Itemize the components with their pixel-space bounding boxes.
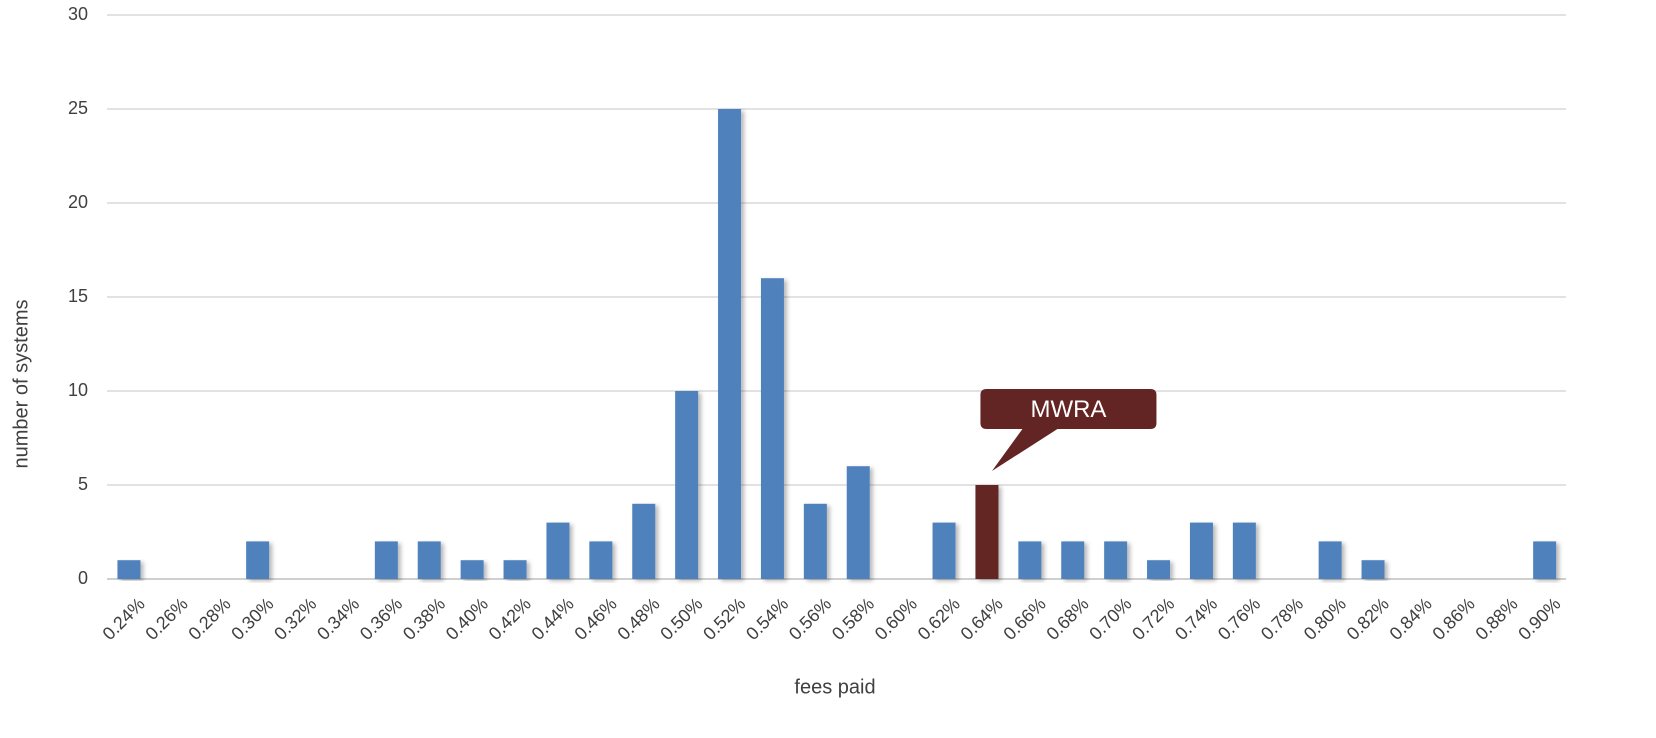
bar xyxy=(1189,522,1213,579)
bar xyxy=(846,466,870,579)
x-tick-label: 0.50% xyxy=(656,594,706,644)
x-tick-label: 0.80% xyxy=(1300,594,1350,644)
x-tick-label: 0.60% xyxy=(871,594,921,644)
x-axis-ticks: 0.24%0.26%0.28%0.30%0.32%0.34%0.36%0.38%… xyxy=(99,594,1565,644)
bar xyxy=(246,541,270,579)
x-tick-label: 0.28% xyxy=(184,594,234,644)
x-tick-label: 0.24% xyxy=(99,594,149,644)
bar xyxy=(1232,522,1256,579)
x-tick-label: 0.58% xyxy=(828,594,878,644)
bar xyxy=(1361,560,1385,579)
x-tick-label: 0.54% xyxy=(742,594,792,644)
x-tick-label: 0.70% xyxy=(1085,594,1135,644)
y-tick-label: 10 xyxy=(68,380,88,400)
bar xyxy=(1533,541,1557,579)
x-tick-label: 0.56% xyxy=(785,594,835,644)
x-tick-label: 0.52% xyxy=(699,594,749,644)
y-tick-label: 5 xyxy=(78,474,88,494)
x-tick-label: 0.68% xyxy=(1042,594,1092,644)
x-tick-label: 0.86% xyxy=(1428,594,1478,644)
x-tick-label: 0.84% xyxy=(1386,594,1436,644)
bar xyxy=(932,522,956,579)
x-axis-title: fees paid xyxy=(794,676,875,698)
callout-label: MWRA xyxy=(1030,396,1106,423)
mwra-callout: MWRA xyxy=(980,389,1157,471)
bar xyxy=(675,391,699,579)
x-tick-label: 0.62% xyxy=(914,594,964,644)
bar xyxy=(1147,560,1171,579)
bars xyxy=(117,109,1557,579)
bar xyxy=(546,522,570,579)
x-tick-label: 0.76% xyxy=(1214,594,1264,644)
bar xyxy=(1018,541,1042,579)
bar xyxy=(374,541,398,579)
y-tick-label: 0 xyxy=(78,568,88,588)
y-tick-label: 15 xyxy=(68,286,88,306)
bar xyxy=(718,109,742,579)
x-tick-label: 0.32% xyxy=(270,594,320,644)
callout-bubble xyxy=(980,389,1157,471)
x-tick-label: 0.30% xyxy=(227,594,277,644)
y-axis-ticks: 0 5 10 15 20 25 30 xyxy=(68,4,88,588)
x-tick-label: 0.90% xyxy=(1514,594,1564,644)
x-tick-label: 0.40% xyxy=(442,594,492,644)
x-tick-label: 0.38% xyxy=(399,594,449,644)
bar xyxy=(1104,541,1128,579)
x-tick-label: 0.42% xyxy=(485,594,535,644)
bar xyxy=(503,560,527,579)
gridlines xyxy=(107,14,1566,580)
bar-highlight-mwra xyxy=(975,485,999,579)
x-tick-label: 0.82% xyxy=(1343,594,1393,644)
bar xyxy=(760,278,784,579)
y-tick-label: 25 xyxy=(68,98,88,118)
x-tick-label: 0.34% xyxy=(313,594,363,644)
bar xyxy=(1061,541,1085,579)
x-tick-label: 0.46% xyxy=(570,594,620,644)
x-tick-label: 0.74% xyxy=(1171,594,1221,644)
bar xyxy=(589,541,613,579)
bar xyxy=(1318,541,1342,579)
x-tick-label: 0.26% xyxy=(141,594,191,644)
x-tick-label: 0.88% xyxy=(1471,594,1521,644)
x-tick-label: 0.64% xyxy=(957,594,1007,644)
x-tick-label: 0.44% xyxy=(528,594,578,644)
bar xyxy=(803,503,827,579)
y-tick-label: 20 xyxy=(68,192,88,212)
bar xyxy=(117,560,141,579)
bar xyxy=(632,503,656,579)
x-tick-label: 0.48% xyxy=(613,594,663,644)
y-tick-label: 30 xyxy=(68,4,88,24)
bar xyxy=(417,541,441,579)
x-tick-label: 0.66% xyxy=(999,594,1049,644)
x-tick-label: 0.36% xyxy=(356,594,406,644)
x-tick-label: 0.72% xyxy=(1128,594,1178,644)
y-axis-title: number of systems xyxy=(10,300,32,469)
x-tick-label: 0.78% xyxy=(1257,594,1307,644)
bar xyxy=(460,560,484,579)
